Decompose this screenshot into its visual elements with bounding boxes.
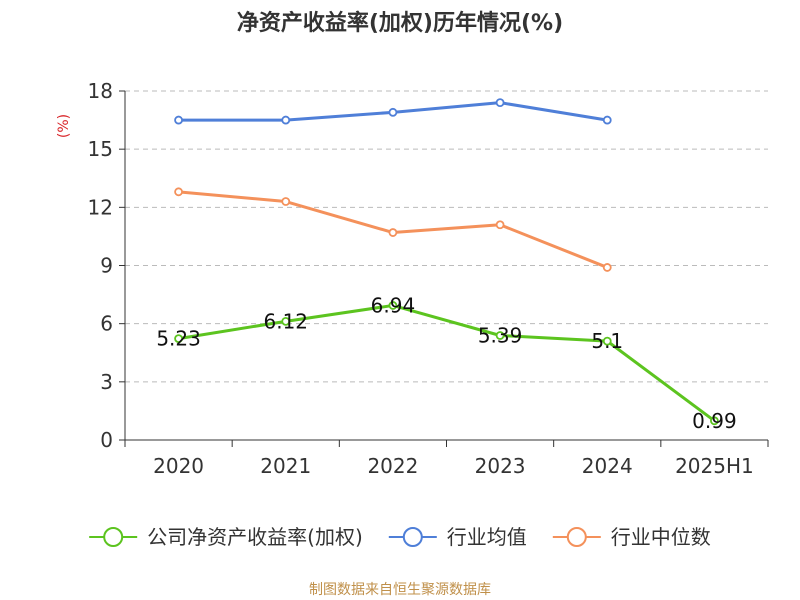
legend-label: 行业均值 — [447, 525, 527, 549]
legend-label: 公司净资产收益率(加权) — [147, 525, 363, 549]
data-point — [602, 336, 612, 346]
data-label: 5.23 — [156, 327, 201, 351]
data-label: 5.1 — [591, 329, 623, 353]
y-axis-unit-label: (%) — [56, 114, 72, 138]
x-tick-label: 2020 — [153, 454, 204, 478]
data-point — [388, 301, 398, 310]
y-tick-label: 15 — [88, 137, 113, 161]
data-point — [388, 107, 398, 117]
y-tick-label: 6 — [100, 312, 113, 336]
data-point — [495, 220, 505, 230]
chart-title: 净资产收益率(加权)历年情况(%) — [237, 10, 563, 36]
data-point — [602, 263, 612, 272]
x-tick-label: 2024 — [582, 454, 633, 478]
y-tick-label: 18 — [88, 79, 113, 103]
source-note: 制图数据来自恒生聚源数据库 — [309, 582, 491, 598]
data-point — [495, 98, 505, 108]
data-label: 5.39 — [478, 323, 523, 347]
data-point — [174, 334, 183, 343]
legend-swatch-marker — [103, 527, 124, 547]
legend-label: 行业中位数 — [611, 525, 711, 549]
data-label: 0.99 — [692, 409, 737, 433]
x-tick-label: 2021 — [260, 454, 311, 478]
legend-swatch-marker — [402, 527, 423, 547]
x-tick-label: 2022 — [367, 454, 418, 478]
y-tick-label: 12 — [88, 195, 113, 219]
x-tick-label: 2023 — [475, 454, 526, 478]
x-tick-label: 2025H1 — [675, 454, 754, 478]
data-point — [495, 331, 505, 340]
y-tick-label: 0 — [100, 428, 113, 452]
legend[interactable]: 公司净资产收益率(加权) 行业均值 行业中位数 — [89, 525, 711, 549]
data-point — [281, 316, 291, 326]
axes: 0 3 6 9 12 15 18 2020 2021 2022 2023 2024 2025H1 — [88, 79, 769, 478]
data-point — [174, 115, 183, 125]
y-tick-label: 3 — [100, 370, 113, 394]
data-labels: 5.23 6.12 6.94 5.39 5.1 0.99 — [156, 293, 736, 432]
series-layer — [174, 98, 719, 426]
data-point — [602, 115, 612, 125]
y-tick-label: 9 — [100, 254, 113, 278]
legend-swatch-marker — [566, 527, 587, 547]
data-point — [281, 197, 291, 206]
data-point — [174, 187, 183, 197]
data-point — [281, 115, 291, 125]
series-line — [178, 303, 716, 423]
data-label: 6.12 — [263, 309, 308, 333]
grid-lines — [125, 90, 768, 383]
data-point — [710, 416, 719, 426]
data-point — [388, 228, 398, 237]
data-label: 6.94 — [371, 293, 416, 317]
